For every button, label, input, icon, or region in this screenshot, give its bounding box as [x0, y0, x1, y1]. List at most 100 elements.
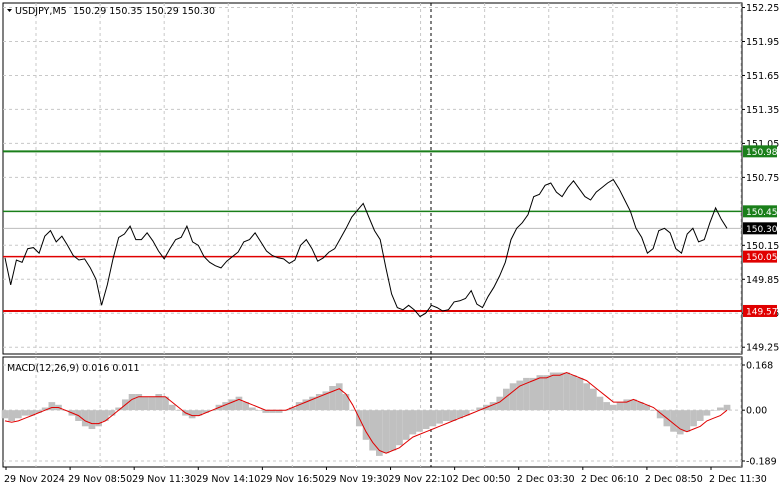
macd-bar: [489, 402, 497, 411]
level-label: 149.57: [746, 307, 778, 317]
macd-bar: [168, 404, 176, 411]
macd-bar: [376, 410, 383, 456]
macd-bar: [101, 410, 109, 421]
price-tick-label: 150.75: [746, 173, 779, 184]
macd-bar: [656, 410, 664, 419]
price-tick-label: 149.85: [746, 275, 779, 286]
level-label-bg: [743, 250, 777, 263]
macd-bar: [389, 410, 397, 451]
time-tick-label: 29 Nov 14:10: [196, 474, 260, 485]
macd-bar: [329, 386, 336, 411]
macd-bar: [643, 404, 651, 411]
macd-bar: [636, 402, 644, 411]
symbol-timeframe: USDJPY,M5: [15, 6, 67, 17]
macd-bar: [48, 402, 56, 411]
macd-bar: [315, 394, 323, 411]
price-tick-label: 150.15: [746, 241, 779, 252]
level-label-bg: [743, 145, 777, 158]
macd-bar: [449, 410, 457, 421]
dropdown-triangle-icon[interactable]: [7, 9, 12, 12]
macd-bar: [616, 402, 624, 411]
time-tick-label: 2 Dec 00:50: [453, 474, 511, 485]
time-tick-label: 2 Dec 11:30: [709, 474, 767, 485]
macd-bar: [28, 410, 36, 416]
time-tick-label: 2 Dec 06:10: [581, 474, 639, 485]
macd-bar: [543, 375, 550, 411]
macd-bar: [556, 372, 564, 411]
macd-bar: [115, 407, 122, 411]
level-label: 150.05: [746, 253, 778, 263]
macd-bar: [683, 410, 691, 432]
macd-bar: [710, 410, 717, 411]
level-label: 150.45: [746, 208, 778, 218]
macd-bar: [549, 372, 557, 411]
macd-bar: [696, 410, 704, 421]
macd-bar: [35, 410, 42, 413]
macd-bar: [309, 396, 316, 411]
time-tick-label: 2 Dec 03:30: [517, 474, 575, 485]
macd-bar: [596, 396, 604, 411]
level-label-bg: [743, 304, 777, 317]
time-tick-label: 29 Nov 08:50: [68, 474, 132, 485]
price-tick-label: 151.35: [746, 105, 779, 116]
macd-bar: [650, 410, 657, 411]
time-tick-label: 29 Nov 16:50: [260, 474, 324, 485]
macd-bar: [623, 399, 631, 411]
macd-bar: [436, 410, 443, 424]
price-grid: [3, 3, 742, 354]
macd-bar: [249, 407, 256, 411]
macd-bar: [21, 410, 29, 416]
macd-bar: [610, 404, 617, 411]
macd-bar: [322, 391, 330, 411]
macd-bar: [188, 410, 196, 419]
level-label: 150.98: [746, 148, 778, 158]
price-tick-label: 151.65: [746, 71, 779, 82]
macd-bar: [703, 410, 711, 416]
macd-bar: [128, 394, 136, 411]
macd-bar: [88, 410, 96, 429]
price-tick-label: 151.05: [746, 139, 779, 150]
macd-bar: [717, 407, 724, 411]
macd-bar: [81, 410, 89, 427]
macd-tick-label: -0.189: [746, 457, 777, 468]
macd-bar: [41, 407, 49, 411]
price-series-line: [4, 178, 728, 318]
macd-histogram: [1, 372, 731, 456]
ohlc-values: 150.29 150.35 150.29 150.30: [73, 6, 215, 17]
macd-bar: [15, 410, 22, 419]
macd-bar: [590, 388, 597, 411]
macd-bar: [255, 410, 263, 411]
macd-bar: [603, 402, 610, 411]
macd-bar: [442, 410, 450, 421]
macd-bar: [676, 410, 684, 435]
macd-bar: [8, 410, 15, 421]
macd-bar: [382, 410, 390, 454]
macd-bar: [462, 410, 470, 416]
macd-bar: [95, 410, 102, 427]
macd-bar: [275, 410, 283, 413]
macd-bar: [402, 410, 410, 440]
macd-bar: [235, 396, 243, 411]
macd-bar: [1, 410, 9, 419]
macd-bar: [723, 404, 731, 411]
macd-bar: [335, 383, 343, 411]
macd-bar: [349, 410, 356, 411]
price-tick-label: 149.25: [746, 343, 779, 354]
macd-bar: [289, 407, 296, 411]
macd-bar: [135, 394, 143, 411]
macd-bar: [563, 372, 570, 411]
macd-bar: [503, 388, 510, 411]
time-tick-label: 2 Dec 08:50: [645, 474, 703, 485]
macd-bar: [222, 402, 229, 411]
macd-bar: [302, 399, 310, 411]
macd-bar: [108, 410, 116, 416]
macd-bar: [162, 396, 169, 411]
macd-bar: [569, 375, 577, 411]
macd-bar: [202, 410, 209, 413]
price-axis: 152.25151.95151.65151.35151.05150.75150.…: [742, 3, 779, 354]
macd-bar: [416, 410, 423, 432]
time-tick-label: 29 Nov 19:30: [324, 474, 388, 485]
macd-bar: [690, 410, 697, 427]
macd-bar: [536, 375, 544, 411]
